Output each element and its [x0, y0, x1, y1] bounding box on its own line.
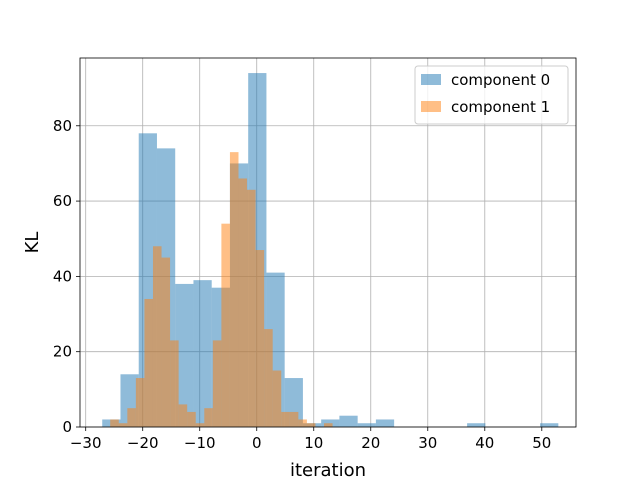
- bar-component-1-bin-8: [178, 404, 188, 427]
- x-tick-label: 40: [475, 434, 494, 452]
- y-tick-label: 20: [53, 343, 72, 361]
- bar-component-1-bin-24: [324, 423, 333, 427]
- bar-component-1-bin-3: [135, 378, 145, 427]
- x-tick-label: 30: [418, 434, 437, 452]
- bar-component-1-bin-14: [229, 152, 239, 427]
- bar-component-1-bin-22: [298, 419, 307, 427]
- plot-frame: [79, 57, 577, 428]
- x-axis-label: iteration: [290, 460, 366, 480]
- bar-component-0-bin-15: [375, 419, 395, 427]
- y-tick-label: 60: [53, 192, 72, 210]
- x-tick-label: 20: [361, 434, 380, 452]
- y-axis-label: KL: [22, 232, 43, 254]
- y-tick-label: 80: [53, 117, 72, 135]
- bar-component-1-bin-0: [110, 419, 119, 427]
- x-tick-label: 10: [304, 434, 323, 452]
- legend: component 0 component 1: [414, 65, 569, 125]
- bar-component-0-bin-16: [467, 423, 486, 427]
- bar-component-0-bin-5: [193, 280, 212, 427]
- bar-component-1-bin-11: [204, 408, 213, 427]
- bar-component-1-bin-5: [152, 246, 162, 427]
- legend-swatch-component-0: [421, 74, 441, 85]
- bar-component-1-bin-17: [255, 250, 265, 427]
- bar-component-1-bin-9: [187, 411, 196, 427]
- bar-component-1-bin-21: [289, 411, 299, 427]
- bar-component-1-bin-6: [161, 257, 171, 427]
- bar-component-1-bin-16: [247, 189, 256, 427]
- bar-component-1-bin-7: [170, 340, 179, 427]
- bar-component-1-bin-19: [272, 370, 282, 427]
- bar-component-1-bin-1: [118, 423, 128, 427]
- x-tick-label: −10: [184, 434, 216, 452]
- bar-component-1-bin-13: [221, 223, 230, 427]
- bar-component-0-bin-4: [175, 283, 194, 427]
- bar-component-1-bin-20: [281, 411, 290, 427]
- x-tick-label: 50: [532, 434, 551, 452]
- bar-component-0-bin-14: [357, 423, 376, 427]
- x-tick-label: −20: [127, 434, 159, 452]
- y-tick-label: 40: [53, 267, 72, 285]
- bar-component-1-bin-18: [264, 329, 273, 427]
- bar-component-1-bin-12: [212, 340, 222, 427]
- x-tick-label: 0: [252, 434, 262, 452]
- legend-label-component-0: component 0: [451, 71, 550, 89]
- bar-component-1-bin-23: [306, 423, 316, 427]
- bar-component-0-bin-13: [339, 415, 358, 427]
- axis-ticks: −30 −20 −10 0 10 20 30 40 50 0 20 40 60 80: [53, 117, 551, 452]
- bar-component-1-bin-4: [144, 298, 153, 427]
- bar-component-1-bin-2: [127, 408, 136, 427]
- bar-component-1-bin-15: [238, 178, 248, 427]
- bar-component-0-bin-17: [540, 423, 559, 427]
- histogram-bars: [102, 73, 559, 428]
- legend-box: [414, 65, 569, 125]
- x-tick-label: −30: [70, 434, 102, 452]
- legend-label-component-1: component 1: [451, 98, 550, 116]
- legend-swatch-component-1: [421, 101, 441, 112]
- bar-component-1-bin-10: [195, 423, 205, 427]
- y-tick-label: 0: [62, 418, 72, 436]
